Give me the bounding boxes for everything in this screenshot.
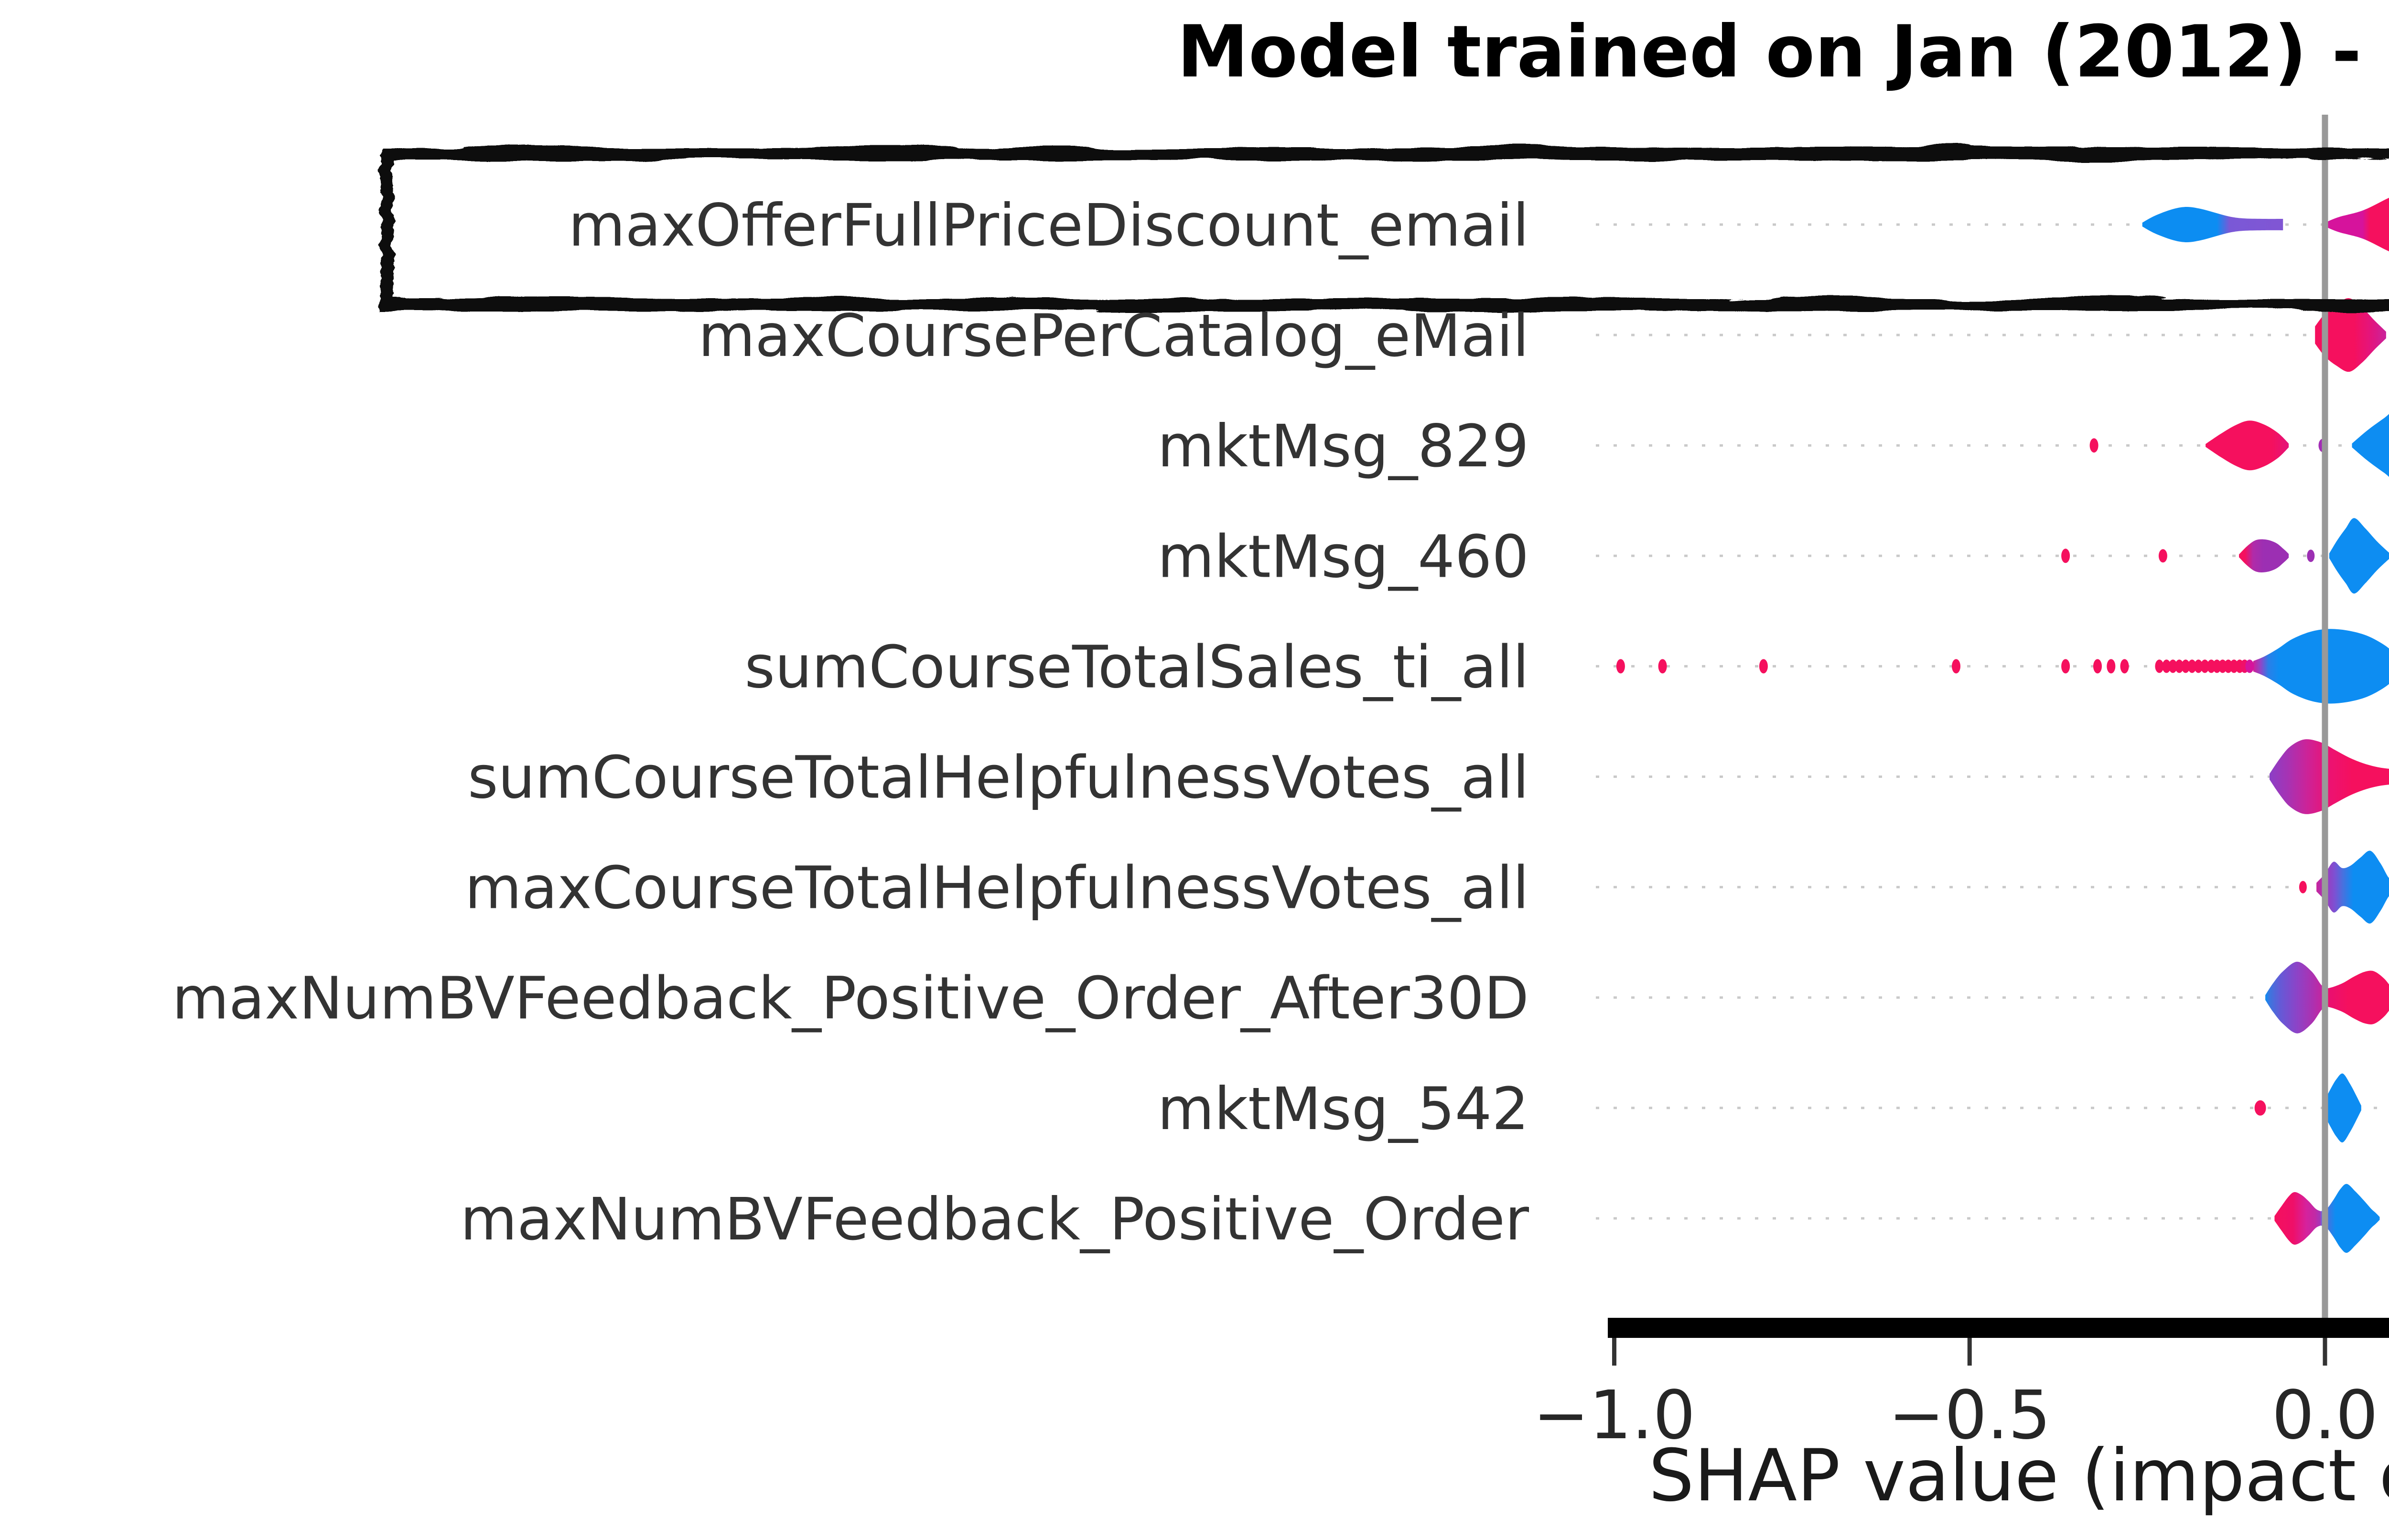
- feature-label: sumCourseTotalSales_ti_all: [744, 633, 1529, 701]
- highlight-box: [381, 148, 2389, 311]
- feature-label: maxCoursePerCatalog_eMail: [698, 302, 1529, 370]
- shap-violin: [2325, 1073, 2361, 1142]
- shap-outlier-dot: [2194, 659, 2203, 673]
- shap-outlier-dot: [2089, 438, 2098, 453]
- shap-violin: [2316, 851, 2389, 924]
- feature-label: maxOfferFullPriceDiscount_email: [569, 192, 1529, 259]
- shap-outlier-dot: [1616, 659, 1625, 674]
- feature-label: maxNumBVFeedback_Positive_Order: [460, 1185, 1529, 1253]
- chart-title: Model trained on Jan (2012) - Sep (2012)…: [1177, 11, 2389, 94]
- shap-violin: [2327, 197, 2389, 252]
- shap-outlier-dot: [2245, 659, 2254, 673]
- shap-violin: [2239, 539, 2289, 573]
- shap-outlier-dot: [1658, 659, 1667, 674]
- shap-outlier-dot: [2158, 549, 2167, 563]
- x-axis-label: SHAP value (impact on model output): [1648, 1434, 2389, 1518]
- feature-label: sumCourseTotalHelpfulnessVotes_all: [468, 744, 1529, 812]
- shap-violin: [2327, 970, 2389, 1024]
- shap-outlier-dot: [2061, 549, 2070, 563]
- highlight-box-layer: [381, 148, 2389, 311]
- feature-label: maxCourseTotalHelpfulnessVotes_all: [465, 854, 1529, 922]
- shap-outlier-dot: [2175, 659, 2184, 673]
- shap-outlier-dot: [2299, 881, 2307, 894]
- row-guide-lines: [1596, 223, 2389, 1220]
- shap-outlier-dot: [2061, 659, 2070, 674]
- shap-violin: [2321, 1184, 2380, 1253]
- shap-outlier-dot: [2093, 659, 2102, 674]
- shap-violin: [2315, 298, 2386, 372]
- shap-outlier-dot: [2155, 659, 2164, 673]
- x-axis-spine: [1608, 1318, 2389, 1338]
- shap-violin: [2206, 420, 2289, 471]
- shap-outlier-dot: [2254, 1100, 2266, 1116]
- x-axis-tick-label: 0.0: [2272, 1377, 2378, 1454]
- shap-outlier-dot: [2120, 659, 2129, 674]
- feature-label: mktMsg_829: [1158, 412, 1529, 480]
- violin-layer: [1616, 197, 2389, 1253]
- shap-violin: [2329, 518, 2389, 594]
- shap-violin: [2253, 629, 2389, 704]
- x-axis-tick-label: −0.5: [1888, 1377, 2051, 1454]
- feature-label: mktMsg_460: [1158, 523, 1529, 591]
- shap-violin: [2265, 961, 2327, 1034]
- shap-violin: [2352, 414, 2389, 477]
- shap-outlier-dot: [1759, 659, 1768, 674]
- shap-violin: [2274, 1192, 2321, 1245]
- shap-outlier-dot: [2307, 549, 2315, 562]
- shap-outlier-dot: [1952, 659, 1960, 674]
- shap-outlier-dot: [2200, 659, 2209, 673]
- shap-outlier-dot: [2168, 659, 2177, 673]
- x-axis: −1.0−0.50.00.51.0: [1533, 1318, 2389, 1454]
- shap-outlier-dot: [2162, 659, 2171, 673]
- shap-outlier-dot: [2107, 659, 2116, 674]
- feature-label: maxNumBVFeedback_Positive_Order_After30D: [172, 965, 1529, 1033]
- feature-labels: maxOfferFullPriceDiscount_email maxCourse…: [172, 192, 1529, 1253]
- x-axis-tick-label: −1.0: [1533, 1377, 1696, 1454]
- shap-violin: [2270, 739, 2389, 814]
- shap-outlier-dot: [2187, 659, 2196, 673]
- shap-outlier-dot: [2181, 659, 2190, 673]
- shap-violin: [2142, 206, 2283, 243]
- feature-label: mktMsg_542: [1158, 1075, 1529, 1143]
